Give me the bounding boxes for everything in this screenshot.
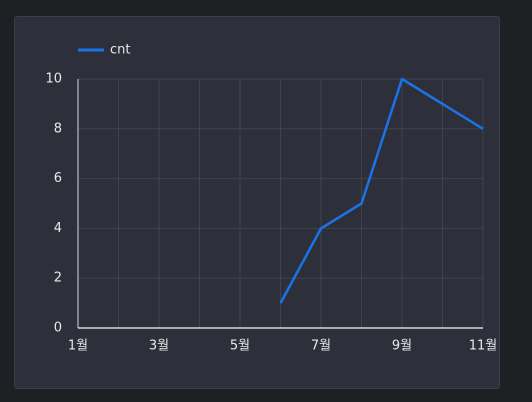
legend-label: cnt: [110, 43, 130, 58]
chart-card: [14, 16, 500, 389]
data-line: [279, 77, 484, 304]
y-tick-label: 6: [54, 171, 62, 186]
y-tick-label: 0: [54, 321, 62, 336]
x-tick-label: 11월: [469, 339, 498, 354]
x-tick-label: 3월: [149, 339, 169, 354]
y-tick-label: 8: [54, 121, 62, 136]
x-tick-label: 5월: [230, 339, 250, 354]
x-tick-label: 7월: [311, 339, 331, 354]
x-tick-label: 9월: [392, 339, 412, 354]
x-tick-label: 1월: [68, 339, 88, 354]
y-tick-label: 4: [54, 221, 62, 236]
y-tick-label: 10: [45, 72, 62, 87]
y-tick-label: 2: [54, 271, 62, 286]
